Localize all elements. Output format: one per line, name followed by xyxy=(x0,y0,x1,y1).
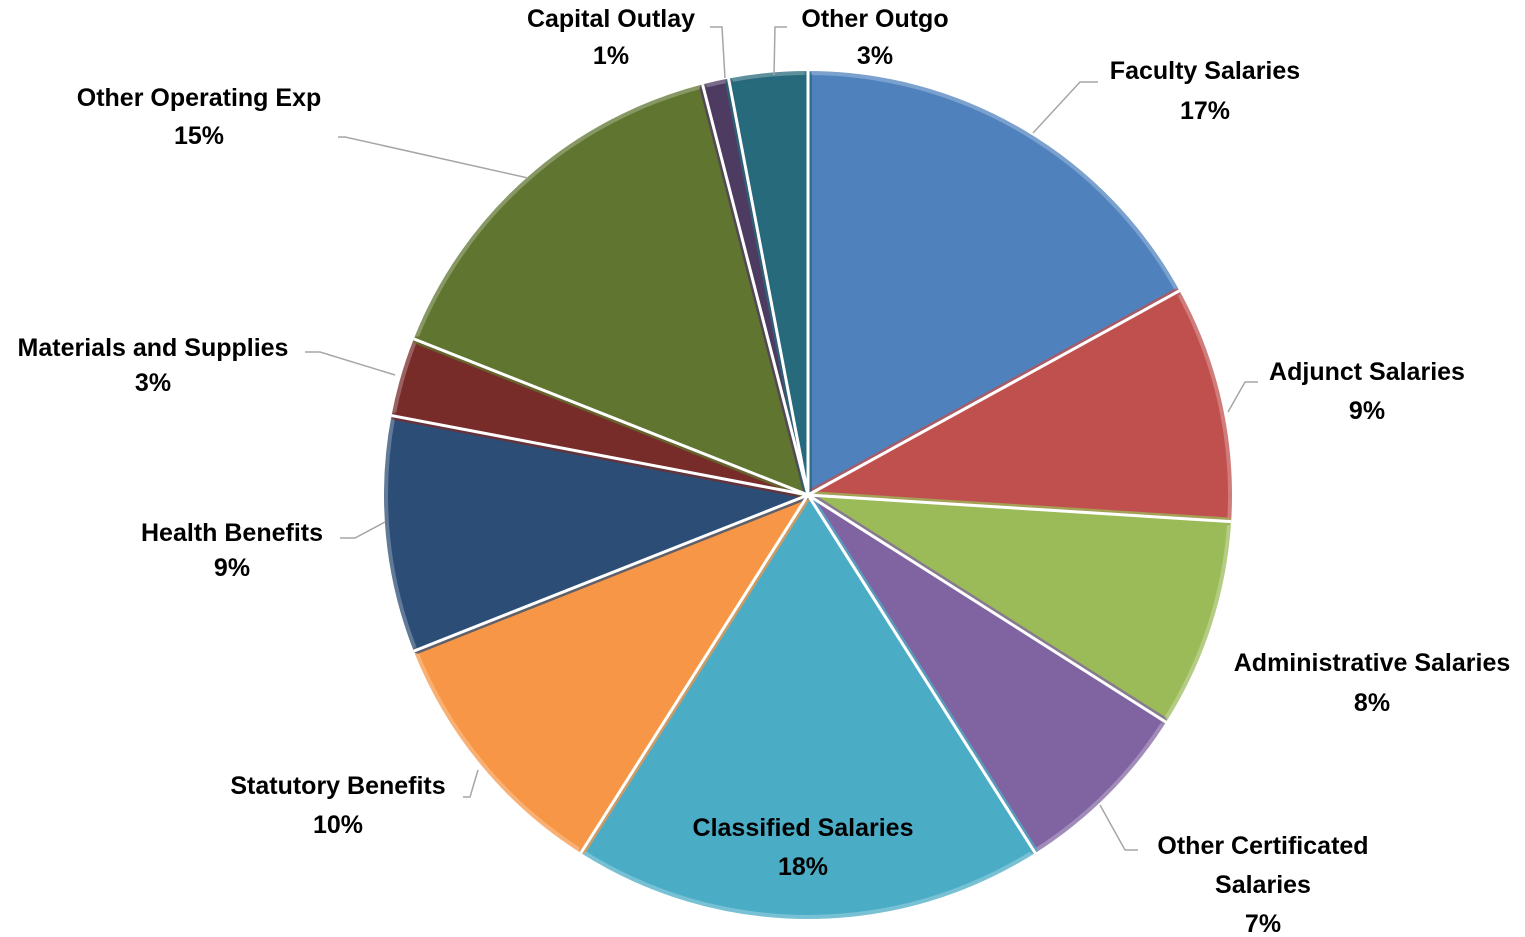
slice-separator xyxy=(807,289,1181,497)
leader-line xyxy=(1032,81,1098,134)
leader-line xyxy=(1099,804,1138,851)
pie-slice xyxy=(413,491,812,854)
pie-slice xyxy=(804,491,1232,725)
slice-separator xyxy=(727,78,810,496)
pie-slice xyxy=(804,71,1181,499)
slice-separator xyxy=(806,494,1037,854)
slice-value: 3% xyxy=(134,369,172,397)
slice-label: Faculty Salaries xyxy=(1109,57,1301,85)
slice-separator xyxy=(701,83,810,496)
pie-slice xyxy=(413,84,812,499)
leader-line xyxy=(305,351,396,376)
slices xyxy=(384,71,1232,920)
pie-slice xyxy=(384,412,812,654)
leader-line xyxy=(1227,381,1258,413)
slice-value: 9% xyxy=(213,554,251,582)
slice-value: 7% xyxy=(1244,910,1282,937)
slice-label: Health Benefits xyxy=(141,519,323,547)
slice-label: Other Outgo xyxy=(801,5,949,33)
slice-value: 18% xyxy=(777,853,829,881)
leader-lines xyxy=(305,26,1258,851)
leader-line xyxy=(340,521,386,539)
slice-value: 10% xyxy=(312,811,364,839)
slice-label: Classified Salaries xyxy=(692,814,914,842)
pie-slice xyxy=(578,491,1038,920)
leader-line xyxy=(773,26,787,76)
slice-separator xyxy=(413,493,809,653)
leader-line xyxy=(463,769,479,798)
slice-value: 1% xyxy=(592,42,630,70)
slice-label: Capital Outlay xyxy=(526,5,696,33)
pie-slice xyxy=(804,491,1167,854)
slice-label: Adjunct Salaries xyxy=(1269,358,1465,386)
slice-label: Administrative Salaries xyxy=(1233,649,1511,677)
slice-label: Materials and Supplies xyxy=(17,334,289,362)
slice-separator xyxy=(579,494,810,854)
slice-value: 17% xyxy=(1179,97,1231,125)
slice-value: 15% xyxy=(173,122,225,150)
pie-slice xyxy=(804,288,1232,526)
slice-value: 9% xyxy=(1348,397,1386,425)
leader-line xyxy=(338,136,529,179)
slice-value: 3% xyxy=(856,42,894,70)
slice-separator xyxy=(807,493,1167,724)
slice-label: Other Certificated Salaries xyxy=(1157,832,1369,899)
slice-label: Other Operating Exp xyxy=(76,84,322,112)
slice-separator xyxy=(391,414,809,497)
slice-separator xyxy=(413,337,809,497)
slice-label: Statutory Benefits xyxy=(230,772,446,800)
slice-value: 8% xyxy=(1353,689,1391,717)
leader-line xyxy=(710,26,726,79)
slice-separator xyxy=(807,493,1232,524)
